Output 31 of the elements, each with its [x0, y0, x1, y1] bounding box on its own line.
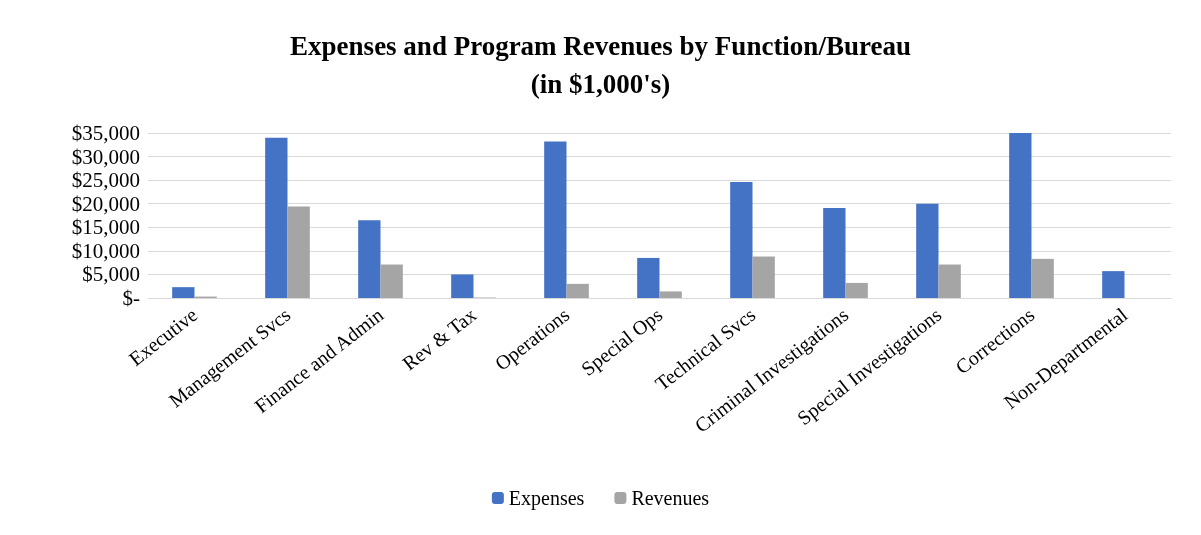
bar — [358, 220, 381, 298]
bar — [659, 291, 682, 298]
y-tick-label: $5,000 — [82, 262, 140, 287]
bar — [938, 264, 961, 298]
y-tick-label: $30,000 — [71, 144, 140, 169]
bar — [823, 207, 846, 298]
y-tick-label: $10,000 — [71, 238, 140, 263]
chart-title: Expenses and Program Revenues by Function/Bureau (in $1,000's) — [290, 31, 911, 99]
bar — [544, 141, 567, 298]
y-tick-label: $20,000 — [71, 191, 140, 216]
bar — [845, 282, 868, 298]
y-tick-label: $35,000 — [71, 121, 140, 145]
bar — [380, 264, 403, 298]
bar — [566, 283, 589, 298]
bar — [637, 257, 660, 298]
y-tick-label: $25,000 — [71, 168, 140, 193]
x-tick-label: Rev & Tax — [398, 303, 481, 375]
bar — [172, 287, 195, 298]
y-tick-label: $- — [122, 286, 140, 310]
bar — [730, 182, 753, 298]
bar — [916, 203, 939, 298]
legend-label: Revenues — [631, 487, 710, 509]
legend-label: Expenses — [508, 487, 585, 510]
bar — [1031, 258, 1054, 298]
bar — [265, 137, 288, 298]
bar — [1009, 133, 1032, 298]
y-tick-label: $15,000 — [71, 215, 140, 240]
bar — [451, 274, 474, 298]
bar — [752, 256, 775, 298]
bar — [1102, 271, 1125, 298]
bar — [287, 206, 310, 298]
